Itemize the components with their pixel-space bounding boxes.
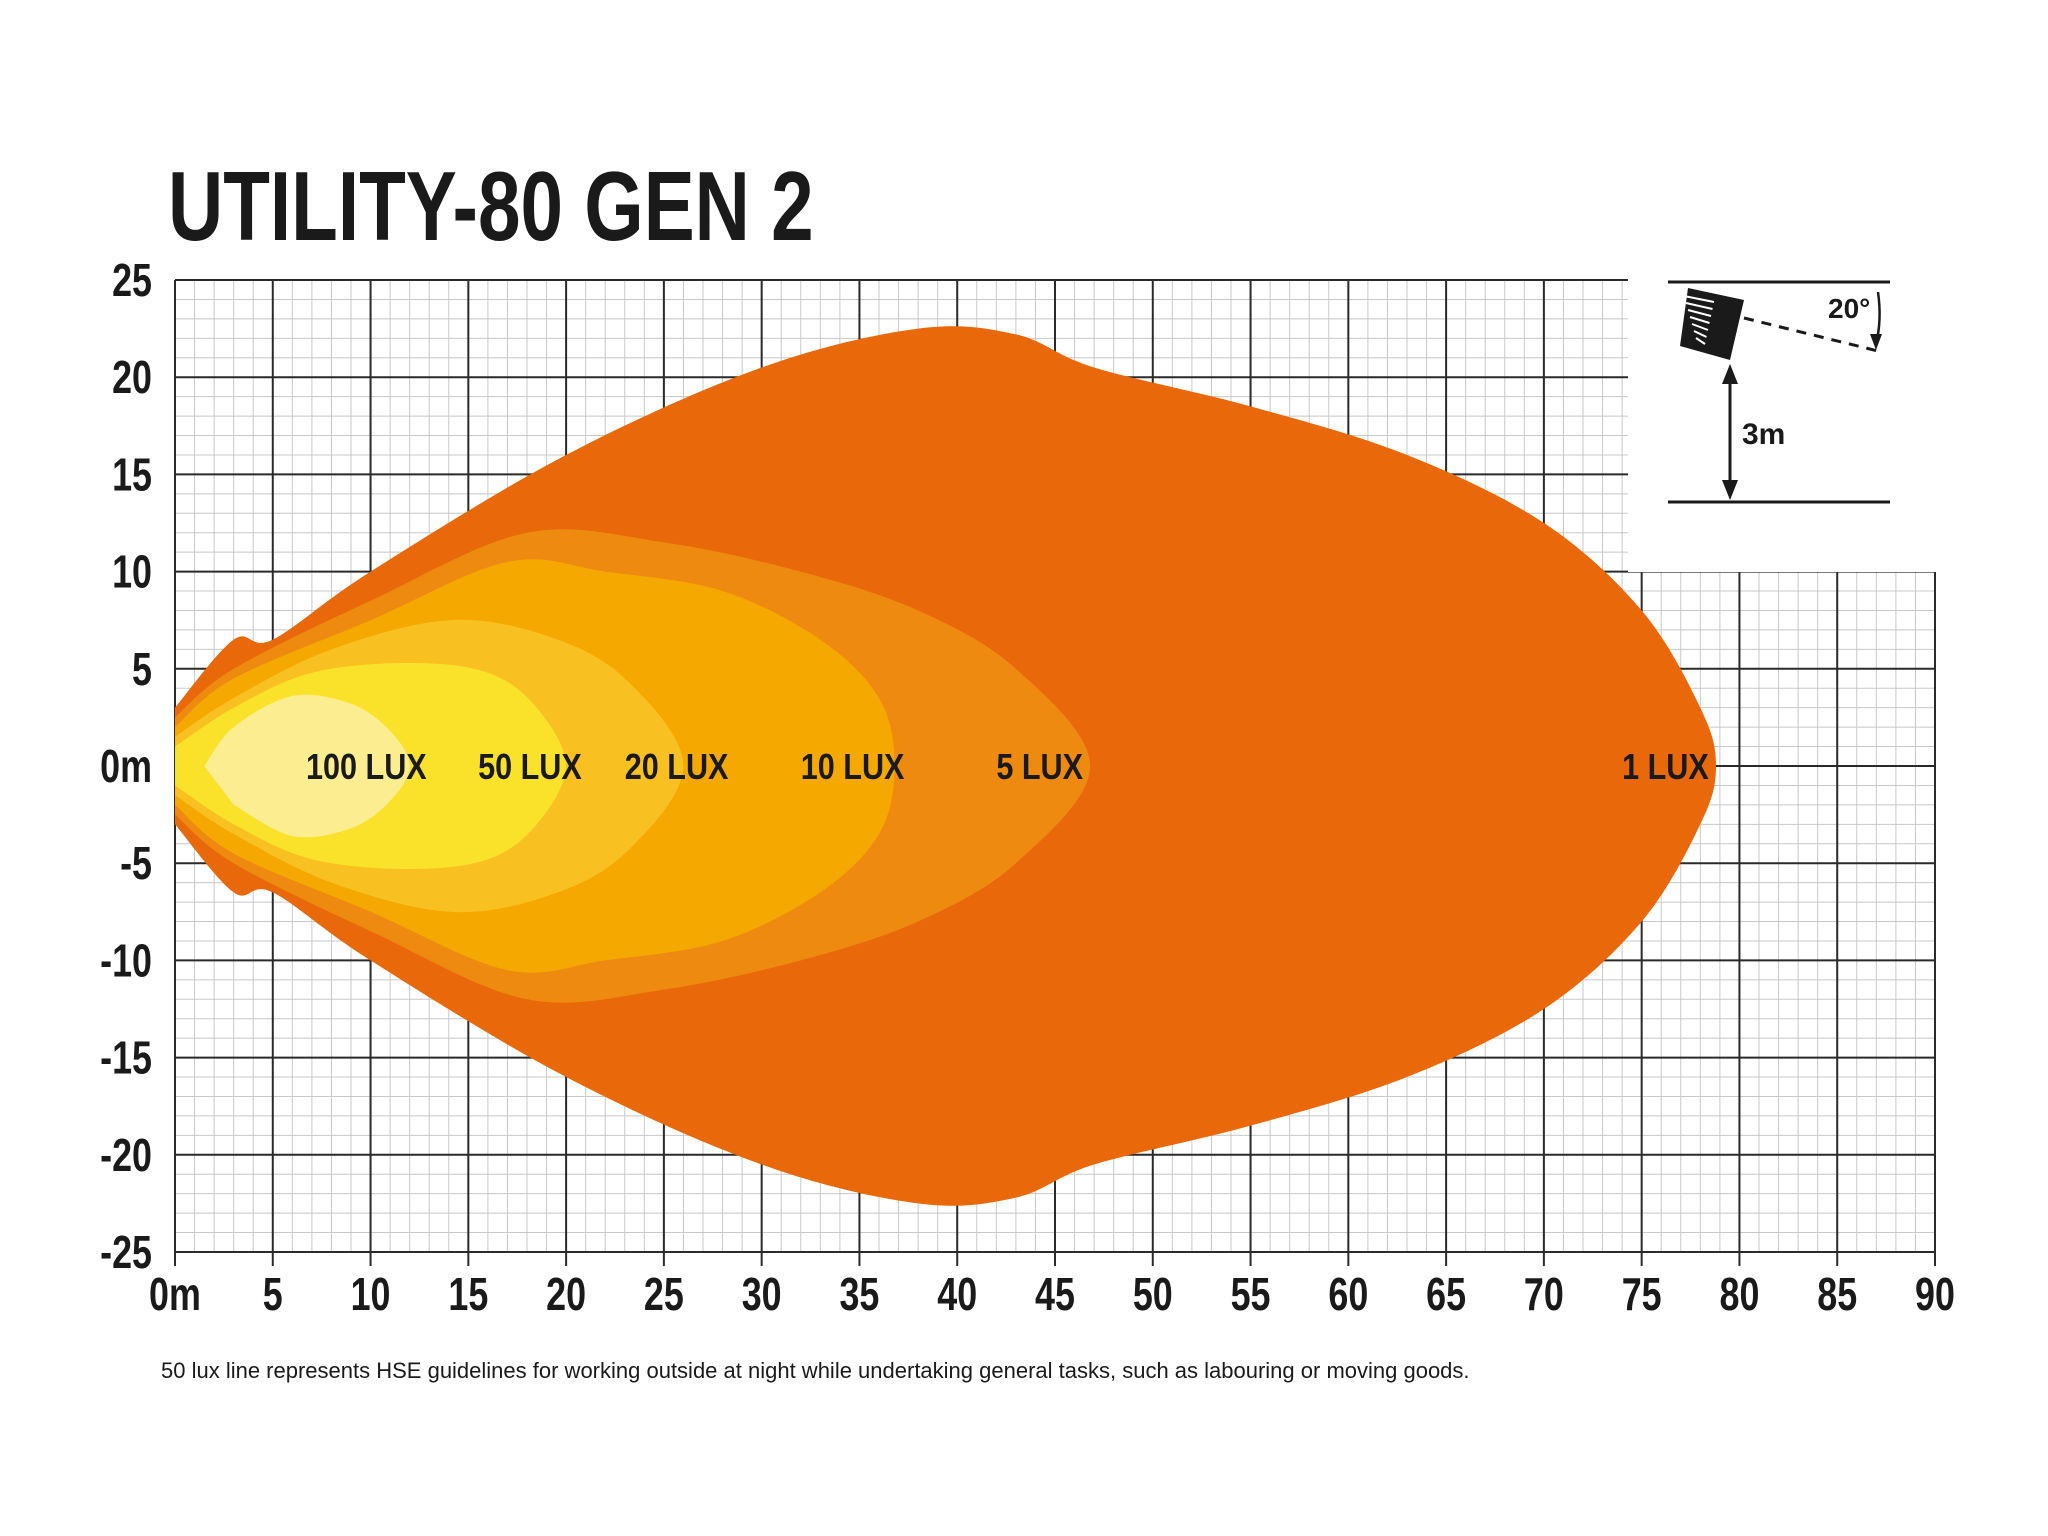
x-tick-label: 5: [263, 1269, 283, 1320]
y-tick-label: 20: [112, 352, 152, 403]
y-tick-label: 0m: [100, 741, 152, 792]
beam-direction-line: [1743, 316, 1883, 354]
lamp-lens-stripe: [1689, 316, 1710, 324]
x-tick-label: 85: [1817, 1269, 1857, 1320]
y-tick-label: -25: [100, 1227, 152, 1278]
x-tick-label: 40: [937, 1269, 977, 1320]
label-5-lux: 5 LUX: [996, 748, 1083, 788]
x-tick-label: 20: [546, 1269, 586, 1320]
y-tick-label: 5: [132, 644, 152, 695]
lamp-lens-stripe: [1687, 309, 1712, 317]
mounting-inset: 20° 3m: [1628, 278, 1937, 572]
label-20-lux: 20 LUX: [625, 748, 729, 788]
y-tick-label: 15: [112, 449, 152, 500]
arrow-up-icon: [1722, 364, 1738, 384]
x-tick-label: 50: [1133, 1269, 1173, 1320]
x-tick-label: 75: [1622, 1269, 1662, 1320]
x-tick-label: 35: [839, 1269, 879, 1320]
x-tick-label: 10: [351, 1269, 391, 1320]
y-tick-label: -5: [120, 838, 152, 889]
y-tick-label: 25: [112, 255, 152, 306]
y-axis-ticks: 25 20 15 10 5 0m -5 -10 -15 -20 -25: [100, 255, 152, 1278]
x-tick-label: 60: [1328, 1269, 1368, 1320]
label-10-lux: 10 LUX: [801, 748, 905, 788]
x-tick-label: 45: [1035, 1269, 1075, 1320]
lamp-lens-stripe: [1693, 330, 1707, 338]
x-tick-label: 90: [1915, 1269, 1955, 1320]
arrow-down-icon: [1722, 480, 1738, 500]
zone-labels: 1 LUX 5 LUX 10 LUX 20 LUX 50 LUX 100 LUX: [306, 748, 1709, 788]
y-tick-label: -15: [100, 1032, 152, 1083]
lamp-lens-stripe: [1685, 302, 1713, 310]
x-tick-label: 0m: [149, 1269, 201, 1320]
angle-arrow-icon: [1870, 334, 1882, 350]
lux-zones: [170, 326, 1717, 1206]
label-50-lux: 50 LUX: [478, 748, 582, 788]
x-tick-label: 70: [1524, 1269, 1564, 1320]
lamp-lens-stripe: [1691, 323, 1709, 331]
x-tick-label: 55: [1231, 1269, 1271, 1320]
chart-title: UTILITY-80 GEN 2: [168, 151, 814, 261]
lamp-lens-stripe: [1695, 337, 1706, 345]
zone-100-lux: [204, 694, 410, 838]
label-1-lux: 1 LUX: [1622, 748, 1709, 788]
x-tick-label: 15: [448, 1269, 488, 1320]
x-axis-ticks: 0m 5 10 15 20 25 30 35 40 45 50 55 60 65 70 75 80 85 90: [149, 1252, 1955, 1320]
y-tick-label: 10: [112, 546, 152, 597]
x-tick-label: 65: [1426, 1269, 1466, 1320]
footnote: 50 lux line represents HSE guidelines fo…: [161, 1358, 1470, 1383]
height-label: 3m: [1742, 418, 1785, 451]
lamp-lens-stripe: [1683, 295, 1715, 303]
angle-label: 20°: [1828, 293, 1870, 324]
x-tick-label: 30: [742, 1269, 782, 1320]
label-100-lux: 100 LUX: [306, 748, 427, 788]
x-tick-label: 25: [644, 1269, 684, 1320]
y-tick-label: -10: [100, 935, 152, 986]
x-tick-label: 80: [1719, 1269, 1759, 1320]
y-tick-label: -20: [100, 1130, 152, 1181]
